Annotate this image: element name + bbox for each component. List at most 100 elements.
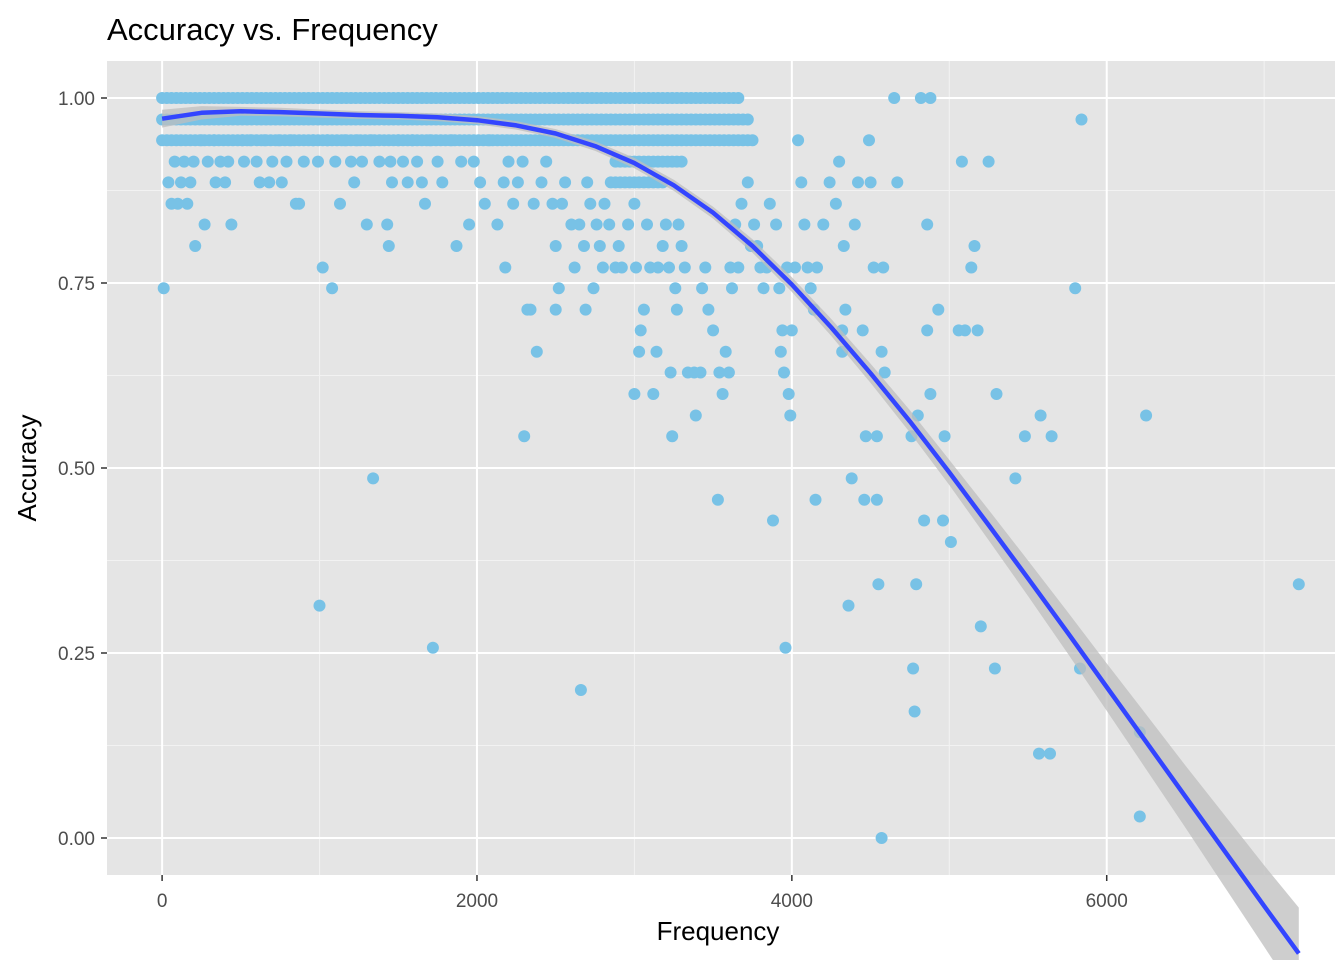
data-point [367,472,380,485]
data-point [789,261,801,274]
data-point [864,176,877,189]
data-point [767,514,779,527]
chart-title: Accuracy vs. Frequency [107,12,438,47]
data-point [974,620,987,633]
data-point [867,261,880,274]
data-point [293,197,306,210]
data-point [436,176,449,189]
data-point [1018,430,1031,443]
data-point [689,409,702,422]
data-point [219,176,232,189]
data-point [848,218,861,231]
data-point [795,176,808,189]
x-tick-label: 2000 [456,891,498,912]
data-point [842,599,855,612]
data-point [596,261,609,274]
data-point [593,240,606,252]
data-point [334,197,346,210]
data-point [1009,472,1022,485]
data-point [392,134,405,147]
data-point [748,218,761,231]
data-point [516,155,529,168]
data-point [275,176,288,189]
data-point [659,218,672,231]
y-tick-label: 0.75 [58,274,95,295]
y-axis-title: Accuracy [12,415,42,522]
data-point [921,324,934,337]
data-point [741,176,754,189]
data-point [455,155,468,168]
data-point [253,176,266,189]
data-point [549,240,562,252]
data-point [707,324,720,337]
data-point [312,155,324,168]
smooth-trend-line [161,109,1301,955]
data-point [178,155,191,168]
data-point [603,218,616,231]
data-point [863,134,875,147]
data-point [669,282,682,295]
data-point [696,282,709,295]
data-point [801,261,814,274]
major-gridlines [107,61,1335,875]
data-point [184,176,197,189]
data-point [316,261,329,274]
data-point [373,155,386,168]
data-point [829,197,842,210]
x-axis-ticks: 0 2000 4000 6000 [157,875,1128,912]
data-point [859,430,872,443]
data-point [157,282,170,295]
data-point [784,409,797,422]
data-point [1292,578,1305,591]
data-point [502,155,515,168]
data-point [530,345,543,358]
data-point [423,134,436,147]
data-point [641,218,653,231]
data-point [511,176,524,189]
data-point [386,176,398,189]
data-point [1034,409,1047,422]
data-point [546,197,559,210]
data-point [622,218,635,231]
data-point [225,218,238,231]
y-axis-ticks: 0.00 0.25 0.50 0.75 1.00 [58,89,107,850]
data-point [959,324,971,337]
y-tick-label: 0.50 [58,459,95,480]
data-point [875,832,888,844]
data-point [382,240,395,252]
data-point [817,218,830,231]
data-point [244,134,257,147]
data-point [726,282,738,295]
data-point [735,197,748,210]
data-point [955,155,968,168]
data-point [1075,113,1088,126]
data-point [426,641,439,654]
data-point [770,218,783,231]
data-point [208,134,221,147]
data-point [918,514,931,527]
data-point [1140,409,1153,422]
data-point [415,176,428,189]
data-point [351,134,364,147]
data-point [924,388,937,400]
data-point [474,176,487,189]
data-point [630,261,642,274]
data-point [198,218,211,231]
data-points [156,92,1305,844]
data-point [647,388,660,400]
data-point [672,218,685,231]
data-point [1133,810,1146,823]
data-point [397,155,409,168]
data-point [716,388,729,400]
x-tick-label: 4000 [771,891,813,912]
data-point [1069,282,1082,295]
data-point [266,155,279,168]
data-point [870,493,883,506]
data-point [870,430,883,443]
data-point [381,218,394,231]
data-point [937,514,949,527]
data-point [924,92,937,104]
data-point [524,303,537,316]
data-point [982,155,995,168]
data-point [968,240,981,252]
